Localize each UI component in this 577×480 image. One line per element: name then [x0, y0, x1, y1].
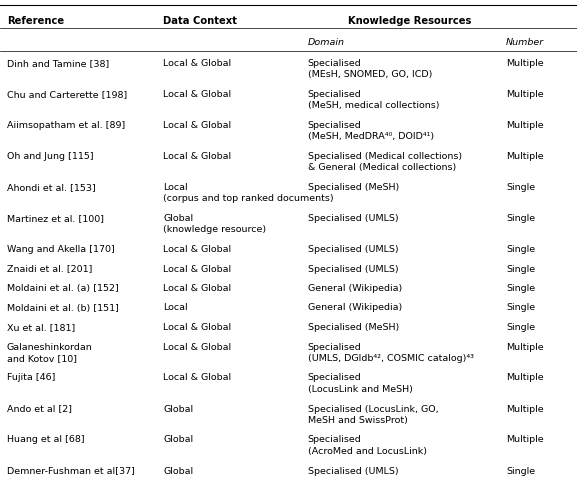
Text: Multiple: Multiple	[506, 90, 544, 99]
Text: Specialised (UMLS): Specialised (UMLS)	[308, 467, 398, 476]
Text: Moldaini et al. (b) [151]: Moldaini et al. (b) [151]	[7, 303, 119, 312]
Text: Fujita [46]: Fujita [46]	[7, 373, 55, 383]
Text: Local & Global: Local & Global	[163, 323, 231, 332]
Text: Specialised (LocusLink, GO,
MeSH and SwissProt): Specialised (LocusLink, GO, MeSH and Swi…	[308, 405, 438, 425]
Text: Local & Global: Local & Global	[163, 90, 231, 99]
Text: Specialised
(UMLS, DGIdb⁴², COSMIC catalog)⁴³: Specialised (UMLS, DGIdb⁴², COSMIC catal…	[308, 343, 474, 363]
Text: Single: Single	[506, 214, 535, 223]
Text: Specialised (UMLS): Specialised (UMLS)	[308, 264, 398, 274]
Text: Local & Global: Local & Global	[163, 373, 231, 383]
Text: Specialised
(MEsH, SNOMED, GO, ICD): Specialised (MEsH, SNOMED, GO, ICD)	[308, 59, 432, 80]
Text: Specialised (UMLS): Specialised (UMLS)	[308, 214, 398, 223]
Text: Specialised
(MeSH, MedDRA⁴⁰, DOID⁴¹): Specialised (MeSH, MedDRA⁴⁰, DOID⁴¹)	[308, 121, 434, 142]
Text: Global: Global	[163, 467, 193, 476]
Text: Multiple: Multiple	[506, 373, 544, 383]
Text: Data Context: Data Context	[163, 16, 237, 26]
Text: Single: Single	[506, 284, 535, 293]
Text: Multiple: Multiple	[506, 435, 544, 444]
Text: Specialised (MeSH): Specialised (MeSH)	[308, 183, 399, 192]
Text: Local & Global: Local & Global	[163, 59, 231, 68]
Text: Aiimsopatham et al. [89]: Aiimsopatham et al. [89]	[7, 121, 125, 130]
Text: Moldaini et al. (a) [152]: Moldaini et al. (a) [152]	[7, 284, 119, 293]
Text: Local & Global: Local & Global	[163, 343, 231, 351]
Text: General (Wikipedia): General (Wikipedia)	[308, 303, 402, 312]
Text: Local & Global: Local & Global	[163, 121, 231, 130]
Text: Global
(knowledge resource): Global (knowledge resource)	[163, 214, 267, 234]
Text: Znaidi et al. [201]: Znaidi et al. [201]	[7, 264, 92, 274]
Text: Galaneshinkordan
and Kotov [10]: Galaneshinkordan and Kotov [10]	[7, 343, 93, 363]
Text: Multiple: Multiple	[506, 343, 544, 351]
Text: Knowledge Resources: Knowledge Resources	[348, 16, 471, 26]
Text: Global: Global	[163, 435, 193, 444]
Text: Local & Global: Local & Global	[163, 284, 231, 293]
Text: Single: Single	[506, 245, 535, 254]
Text: Single: Single	[506, 467, 535, 476]
Text: Ando et al [2]: Ando et al [2]	[7, 405, 72, 413]
Text: Ahondi et al. [153]: Ahondi et al. [153]	[7, 183, 96, 192]
Text: Number: Number	[506, 38, 544, 47]
Text: Local & Global: Local & Global	[163, 152, 231, 161]
Text: Multiple: Multiple	[506, 121, 544, 130]
Text: Multiple: Multiple	[506, 405, 544, 413]
Text: Specialised
(LocusLink and MeSH): Specialised (LocusLink and MeSH)	[308, 373, 413, 394]
Text: Demner-Fushman et al[37]: Demner-Fushman et al[37]	[7, 467, 135, 476]
Text: Local
(corpus and top ranked documents): Local (corpus and top ranked documents)	[163, 183, 334, 204]
Text: Multiple: Multiple	[506, 152, 544, 161]
Text: Specialised (Medical collections)
& General (Medical collections): Specialised (Medical collections) & Gene…	[308, 152, 462, 172]
Text: Specialised (MeSH): Specialised (MeSH)	[308, 323, 399, 332]
Text: Multiple: Multiple	[506, 59, 544, 68]
Text: Local: Local	[163, 303, 188, 312]
Text: Dinh and Tamine [38]: Dinh and Tamine [38]	[7, 59, 109, 68]
Text: Specialised
(MeSH, medical collections): Specialised (MeSH, medical collections)	[308, 90, 439, 110]
Text: Single: Single	[506, 183, 535, 192]
Text: Xu et al. [181]: Xu et al. [181]	[7, 323, 75, 332]
Text: Huang et al [68]: Huang et al [68]	[7, 435, 85, 444]
Text: Wang and Akella [170]: Wang and Akella [170]	[7, 245, 115, 254]
Text: Martinez et al. [100]: Martinez et al. [100]	[7, 214, 104, 223]
Text: Single: Single	[506, 303, 535, 312]
Text: Specialised
(AcroMed and LocusLink): Specialised (AcroMed and LocusLink)	[308, 435, 426, 456]
Text: Local & Global: Local & Global	[163, 245, 231, 254]
Text: Reference: Reference	[7, 16, 64, 26]
Text: Global: Global	[163, 405, 193, 413]
Text: Domain: Domain	[308, 38, 344, 47]
Text: Oh and Jung [115]: Oh and Jung [115]	[7, 152, 93, 161]
Text: Specialised (UMLS): Specialised (UMLS)	[308, 245, 398, 254]
Text: Single: Single	[506, 264, 535, 274]
Text: Chu and Carterette [198]: Chu and Carterette [198]	[7, 90, 127, 99]
Text: Single: Single	[506, 323, 535, 332]
Text: General (Wikipedia): General (Wikipedia)	[308, 284, 402, 293]
Text: Local & Global: Local & Global	[163, 264, 231, 274]
